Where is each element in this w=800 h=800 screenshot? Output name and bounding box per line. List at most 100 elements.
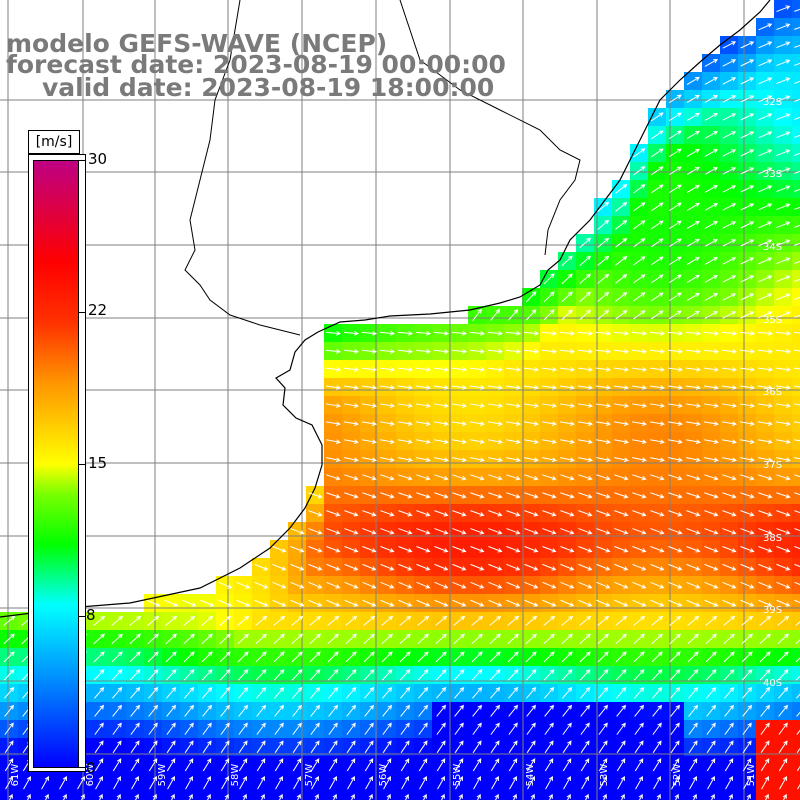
wind-arrow [562, 704, 573, 717]
wind-arrow [471, 669, 483, 681]
wind-arrow [434, 546, 449, 553]
wind-arrow [685, 385, 701, 390]
wind-arrow [758, 457, 773, 463]
wind-arrow [218, 581, 233, 589]
wind-arrow [686, 148, 700, 158]
wind-arrow [256, 686, 267, 699]
wind-arrow [759, 615, 772, 626]
wind-arrow [344, 492, 359, 499]
wind-arrow [668, 546, 683, 553]
wind-arrow [470, 421, 485, 426]
wind-arrow [509, 776, 517, 790]
wind-cell [756, 792, 775, 800]
wind-arrow [615, 256, 628, 266]
wind-arrow [416, 457, 431, 463]
wind-cell [792, 324, 800, 343]
wind-arrow [380, 528, 395, 535]
wind-arrow [615, 184, 628, 194]
latitude-label: 33S [763, 169, 782, 180]
wind-arrow [327, 633, 339, 645]
wind-arrow [775, 367, 791, 372]
wind-arrow [613, 330, 630, 336]
wind-arrow [704, 311, 719, 319]
wind-cell [792, 414, 800, 433]
wind-arrow [778, 758, 788, 772]
wind-arrow [704, 203, 719, 211]
wind-arrow [686, 94, 700, 104]
wind-arrow [260, 793, 265, 800]
wind-arrow [543, 651, 555, 663]
wind-arrow [597, 237, 610, 248]
wind-arrow [563, 776, 571, 790]
wind-arrow [332, 793, 337, 800]
wind-arrow [596, 563, 611, 571]
wind-arrow [487, 349, 503, 354]
wind-arrow [416, 528, 431, 535]
wind-arrow [740, 599, 755, 607]
wind-arrow [149, 776, 157, 790]
wind-arrow [686, 599, 701, 607]
wind-arrow [489, 669, 501, 681]
wind-arrow [779, 776, 787, 790]
longitude-labels: 61W 60W 59W 58W 57W 56W 55W 54W 53W 52W 51W [10, 764, 757, 787]
wind-arrow [523, 367, 539, 372]
latitude-label: 37S [763, 460, 782, 471]
wind-arrow [758, 185, 773, 193]
wind-arrow [526, 722, 536, 735]
wind-cell [72, 792, 91, 800]
wind-arrow [776, 421, 791, 426]
wind-arrow [182, 599, 197, 607]
wind-arrow [254, 563, 269, 571]
wind-arrow [615, 202, 628, 212]
wind-arrow [469, 349, 485, 354]
wind-arrow [595, 330, 612, 336]
wind-cell [432, 792, 451, 800]
wind-arrow [274, 722, 284, 735]
wind-arrow [722, 239, 737, 247]
wind-arrow [326, 581, 341, 589]
wind-arrow [326, 546, 341, 553]
wind-arrow [506, 474, 521, 481]
wind-arrow [579, 291, 592, 303]
wind-arrow [596, 546, 611, 553]
wind-arrow [452, 421, 467, 426]
wind-cell [792, 0, 800, 19]
wind-arrow [794, 546, 800, 550]
wind-arrow [434, 581, 449, 589]
wind-arrow [310, 740, 320, 754]
wind-arrow [794, 116, 800, 120]
wind-arrow [488, 581, 503, 589]
wind-cell [792, 648, 800, 667]
wind-arrow [687, 651, 699, 663]
longitude-label: 60W [85, 764, 96, 787]
wind-arrow [94, 704, 105, 717]
wind-arrow [415, 330, 432, 336]
wind-arrow [740, 311, 755, 319]
wind-arrow [362, 474, 377, 481]
wind-arrow [722, 149, 737, 157]
wind-arrow [685, 330, 702, 336]
wind-arrow [578, 528, 593, 535]
wind-arrow [398, 403, 413, 408]
wind-arrow [382, 704, 393, 717]
wind-arrow [524, 492, 539, 499]
wind-arrow [542, 510, 557, 517]
wind-arrow [615, 651, 627, 663]
wind-arrow [722, 95, 737, 103]
wind-arrow [741, 669, 753, 681]
wind-arrow [451, 349, 467, 354]
wind-arrow [291, 615, 304, 626]
wind-arrow [632, 439, 647, 444]
wind-arrow [561, 669, 573, 681]
wind-arrow [238, 722, 248, 735]
wind-arrow [418, 704, 429, 717]
wind-arrow [740, 131, 755, 139]
wind-arrow [559, 349, 575, 354]
wind-arrow [650, 439, 665, 444]
wind-arrow [491, 776, 499, 790]
wind-arrow [472, 758, 482, 772]
wind-arrow [472, 704, 483, 717]
wind-arrow [200, 599, 215, 607]
wind-arrow [453, 651, 465, 663]
wind-arrow [688, 722, 698, 735]
